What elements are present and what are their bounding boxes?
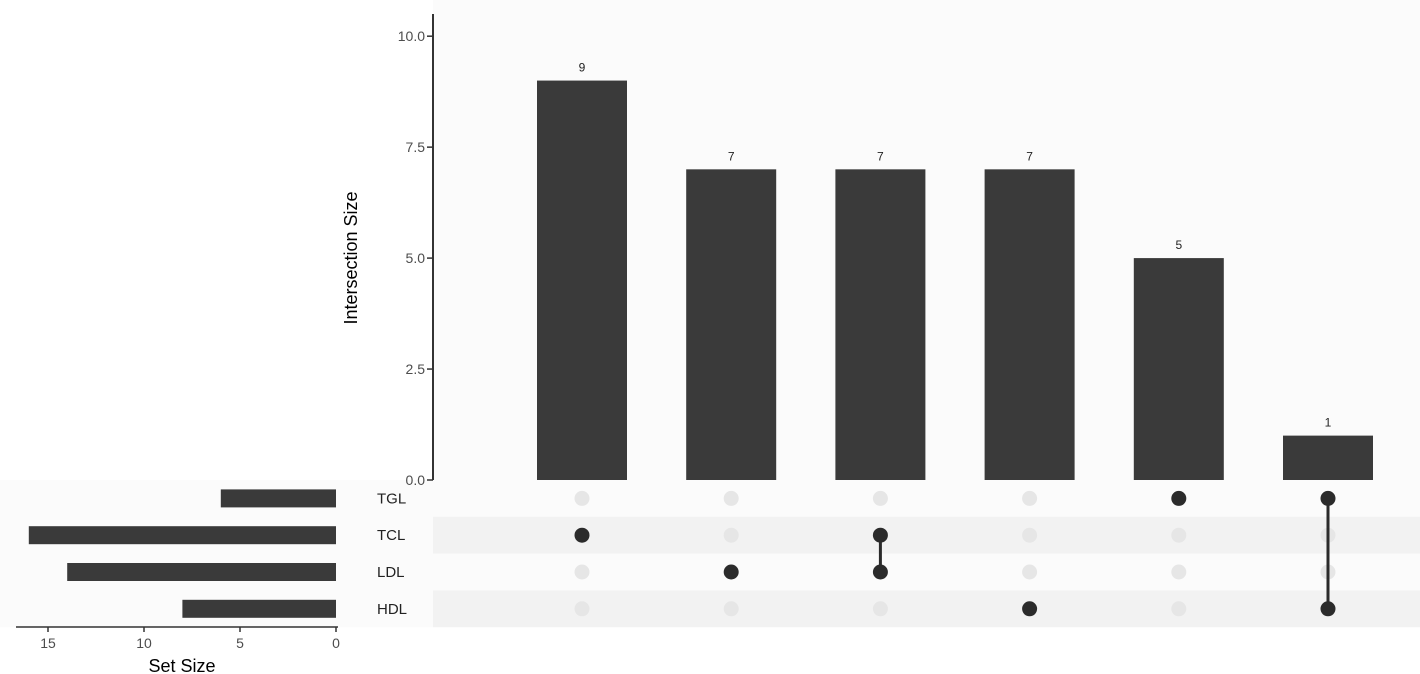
bar-value-label: 7 — [728, 149, 735, 163]
set-label: TGL — [377, 490, 406, 507]
set-size-bar — [28, 526, 337, 545]
y-tick-label: 0.0 — [406, 472, 426, 488]
set-size-bar — [220, 489, 336, 508]
matrix-dot-inactive — [723, 527, 739, 543]
matrix-dot-active — [1320, 601, 1336, 617]
y-tick-label: 7.5 — [406, 139, 426, 155]
set-size-tick-label: 5 — [236, 635, 244, 651]
bar-value-label: 7 — [1026, 149, 1033, 163]
matrix-dot-inactive — [723, 601, 739, 617]
matrix-dot-active — [1320, 490, 1336, 506]
matrix-dot-active — [723, 564, 739, 580]
matrix-dot-inactive — [872, 601, 888, 617]
matrix-row-stripe — [433, 590, 1420, 628]
intersection-bar — [835, 169, 926, 481]
matrix-dot-inactive — [1022, 490, 1038, 506]
intersection-bar — [984, 169, 1075, 481]
set-size-bar — [67, 563, 336, 581]
matrix-dot-inactive — [1171, 564, 1187, 580]
set-size-tick-label: 0 — [332, 635, 340, 651]
set-size-axis-title: Set Size — [148, 656, 215, 674]
intersection-bar — [1283, 435, 1373, 480]
y-axis-title: Intersection Size — [341, 191, 361, 324]
matrix-dot-inactive — [872, 490, 888, 506]
bar-value-label: 9 — [579, 61, 586, 75]
y-tick-label: 5.0 — [406, 250, 426, 266]
y-tick-label: 10.0 — [398, 28, 425, 44]
set-label: TCL — [377, 527, 405, 544]
matrix-dot-inactive — [1171, 601, 1187, 617]
matrix-dot-inactive — [1171, 527, 1187, 543]
matrix-dot-active — [1171, 490, 1187, 506]
bar-value-label: 1 — [1325, 416, 1332, 430]
set-size-bar — [182, 599, 336, 618]
matrix-dot-inactive — [1022, 564, 1038, 580]
matrix-dot-inactive — [574, 490, 590, 506]
intersection-bar — [537, 80, 627, 481]
y-tick-label: 2.5 — [406, 361, 426, 377]
matrix-dot-inactive — [723, 490, 739, 506]
matrix-dot-active — [1022, 601, 1038, 617]
matrix-row-stripe — [433, 516, 1420, 554]
matrix-dot-active — [574, 527, 590, 543]
set-label: LDL — [377, 564, 405, 581]
bar-value-label: 7 — [877, 149, 884, 163]
matrix-dot-active — [872, 564, 888, 580]
set-label: HDL — [377, 601, 407, 618]
bar-value-label: 5 — [1175, 238, 1182, 252]
matrix-dot-inactive — [574, 601, 590, 617]
matrix-dot-inactive — [574, 564, 590, 580]
set-size-tick-label: 10 — [136, 635, 152, 651]
set-size-tick-label: 15 — [40, 635, 56, 651]
matrix-dot-active — [872, 527, 888, 543]
matrix-dot-inactive — [1022, 527, 1038, 543]
intersection-bar — [1133, 258, 1224, 480]
intersection-bar — [686, 169, 777, 481]
